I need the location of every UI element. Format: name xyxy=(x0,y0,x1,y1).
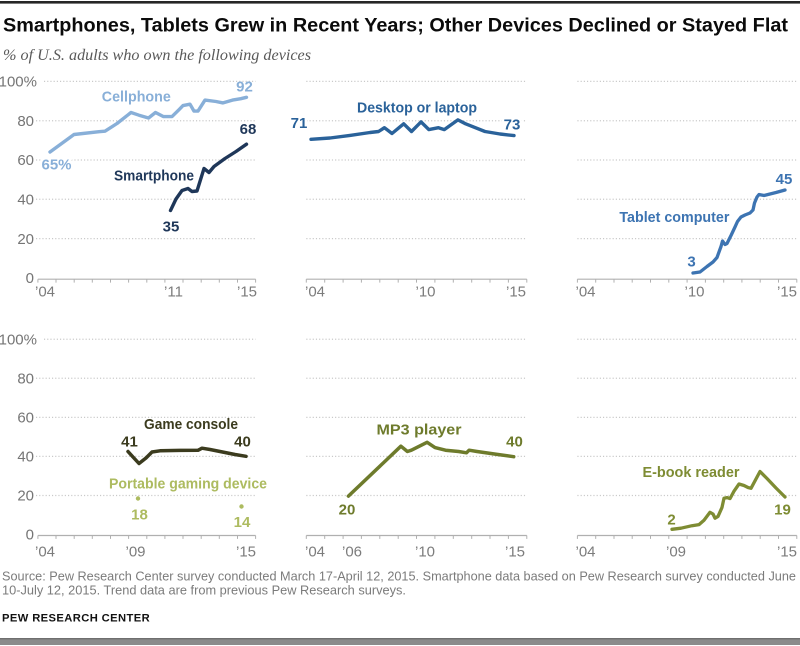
svg-text:’04: ’04 xyxy=(575,284,595,301)
svg-text:’04: ’04 xyxy=(305,284,325,301)
svg-text:’15: ’15 xyxy=(505,544,525,561)
svg-text:’15: ’15 xyxy=(777,544,797,561)
svg-text:’15: ’15 xyxy=(236,544,256,561)
svg-text:20: 20 xyxy=(339,501,356,518)
svg-text:3: 3 xyxy=(687,254,695,271)
svg-text:35: 35 xyxy=(163,219,180,236)
svg-text:45: 45 xyxy=(776,171,793,188)
svg-text:’04: ’04 xyxy=(35,284,55,301)
svg-text:60: 60 xyxy=(17,410,34,427)
svg-text:10-July 12, 2015. Trend data: 10-July 12, 2015. Trend data are from pr… xyxy=(2,583,406,597)
svg-text:’15: ’15 xyxy=(777,284,797,301)
svg-text:% of U.S. adults who own the f: % of U.S. adults who own the following d… xyxy=(3,47,311,64)
svg-text:100%: 100% xyxy=(0,74,37,91)
svg-text:’10: ’10 xyxy=(415,544,435,561)
svg-text:Tablet computer: Tablet computer xyxy=(619,209,729,226)
svg-text:40: 40 xyxy=(17,449,34,466)
svg-text:’06: ’06 xyxy=(342,544,362,561)
svg-text:Desktop or laptop: Desktop or laptop xyxy=(357,99,477,116)
svg-text:’04: ’04 xyxy=(35,544,55,561)
svg-text:2: 2 xyxy=(667,512,675,529)
svg-text:Game console: Game console xyxy=(144,416,238,433)
svg-text:MP3 player: MP3 player xyxy=(377,421,462,438)
svg-text:19: 19 xyxy=(774,502,791,519)
svg-text:’15: ’15 xyxy=(237,284,257,301)
svg-text:’11: ’11 xyxy=(164,284,183,301)
svg-text:Portable gaming device: Portable gaming device xyxy=(109,476,267,493)
svg-text:80: 80 xyxy=(17,371,34,388)
svg-text:0: 0 xyxy=(26,270,34,287)
svg-text:92: 92 xyxy=(236,79,253,96)
svg-text:’04: ’04 xyxy=(575,544,595,561)
svg-text:60: 60 xyxy=(17,152,34,169)
svg-text:73: 73 xyxy=(504,117,521,134)
svg-text:14: 14 xyxy=(234,514,251,531)
svg-text:65%: 65% xyxy=(41,156,71,173)
svg-text:E-book reader: E-book reader xyxy=(643,464,740,481)
svg-text:PEW RESEARCH CENTER: PEW RESEARCH CENTER xyxy=(2,612,150,624)
svg-text:Cellphone: Cellphone xyxy=(102,89,171,106)
svg-text:’09: ’09 xyxy=(666,544,686,561)
svg-text:68: 68 xyxy=(240,121,257,138)
svg-text:’15: ’15 xyxy=(506,284,526,301)
svg-text:80: 80 xyxy=(17,113,34,130)
svg-text:100%: 100% xyxy=(0,332,37,349)
svg-text:’09: ’09 xyxy=(125,544,145,561)
svg-text:’10: ’10 xyxy=(684,284,704,301)
svg-text:’04: ’04 xyxy=(305,544,325,561)
svg-text:20: 20 xyxy=(17,488,34,505)
svg-text:40: 40 xyxy=(17,192,34,209)
svg-text:71: 71 xyxy=(291,115,308,132)
svg-text:Smartphone: Smartphone xyxy=(114,167,194,184)
svg-text:20: 20 xyxy=(17,231,34,248)
svg-text:Smartphones, Tablets Grew in R: Smartphones, Tablets Grew in Recent Year… xyxy=(3,15,789,37)
svg-text:40: 40 xyxy=(234,433,251,450)
svg-text:18: 18 xyxy=(131,506,148,523)
svg-text:41: 41 xyxy=(121,433,138,450)
svg-text:Source: Pew Research Center s: Source: Pew Research Center survey condu… xyxy=(2,569,796,583)
svg-text:0: 0 xyxy=(26,527,34,544)
svg-text:’10: ’10 xyxy=(415,284,435,301)
svg-text:40: 40 xyxy=(506,434,523,451)
